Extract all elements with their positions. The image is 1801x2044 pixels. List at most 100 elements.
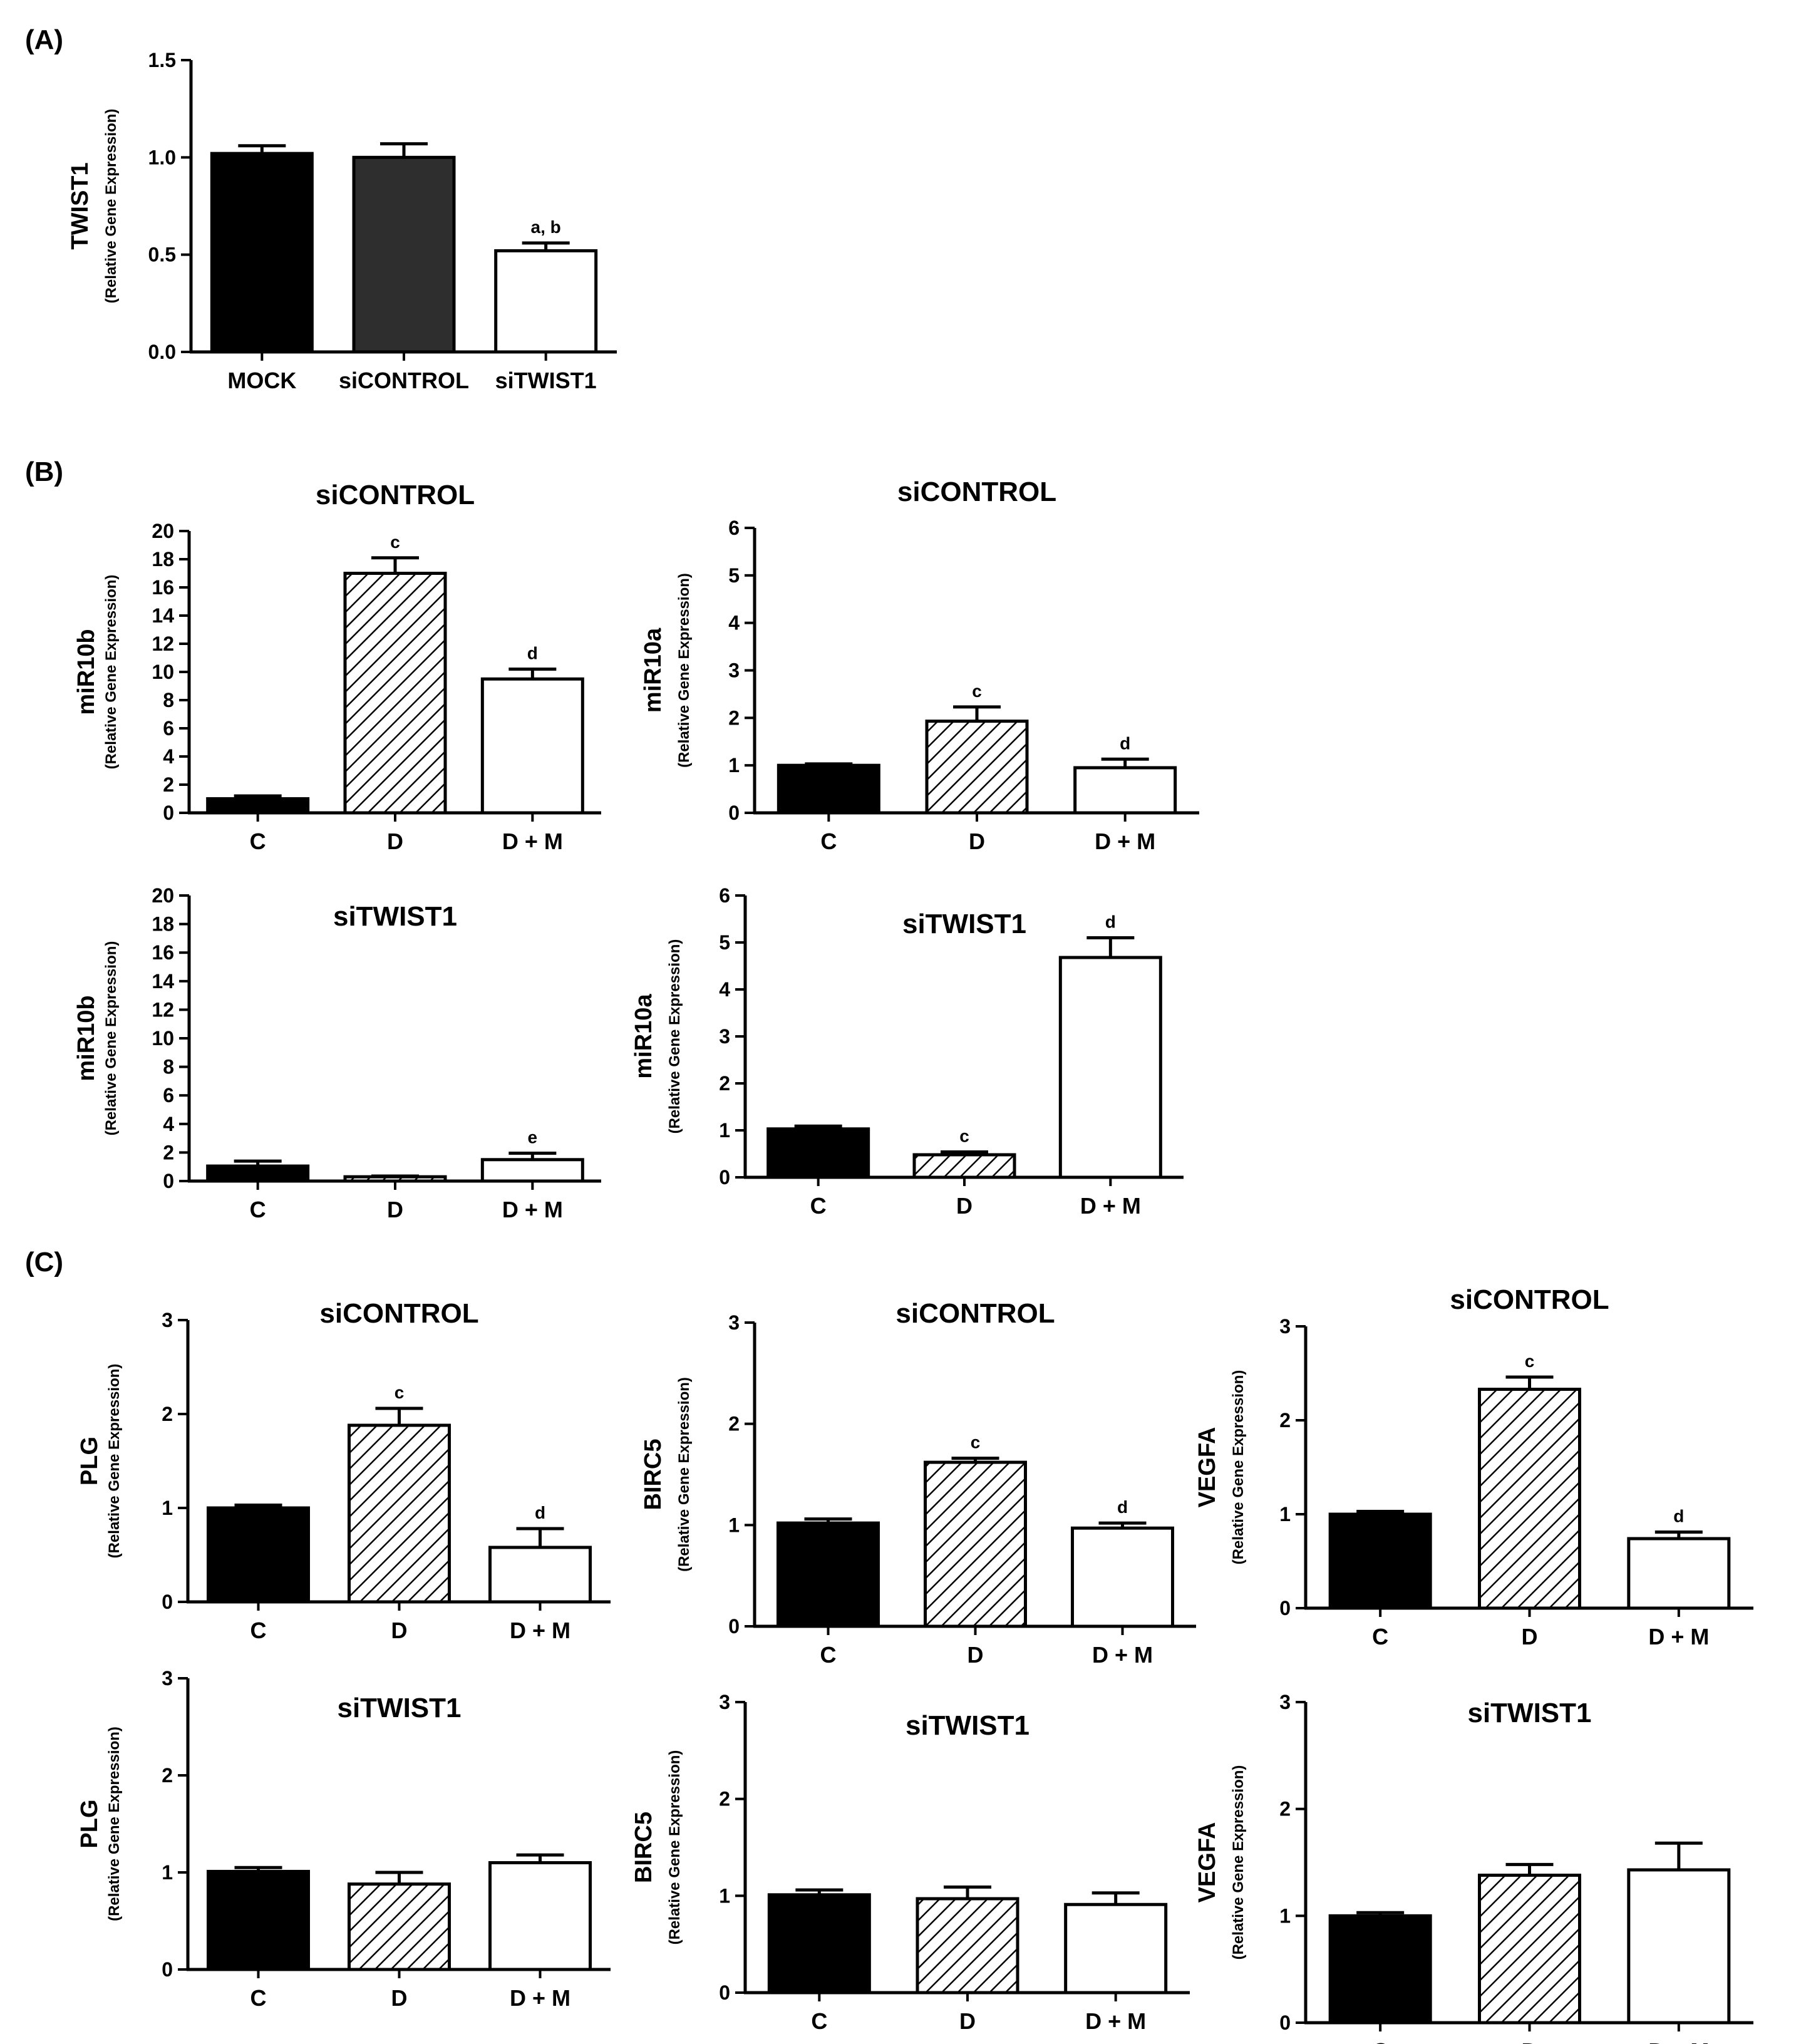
y-tick-label: 6 (163, 717, 174, 740)
chart-title: siTWIST1 (902, 909, 1026, 939)
significance-label: c (390, 532, 400, 552)
x-category-label: D + M (510, 1985, 570, 2011)
y-tick-label: 1.5 (148, 49, 176, 71)
x-category-label: C (250, 1985, 267, 2011)
x-category-label: siTWIST1 (495, 368, 597, 393)
chart-title: siCONTROL (895, 1298, 1055, 1329)
x-category-label: D + M (1648, 1624, 1709, 1649)
y-tick-label: 1 (719, 1884, 730, 1907)
y-tick-label: 0.5 (148, 244, 176, 266)
x-category-label: D (1522, 2038, 1538, 2044)
charts: TWIST1 (Relative Gene Expression) MOCK siCO… (67, 49, 1753, 2044)
chart-b-mir10b-sitwist1: siTWIST1 miR10b (Relative Gene Expression)… (73, 884, 601, 1222)
bar-c (1328, 1512, 1432, 1610)
y-axis-subtitle: (Relative Gene Expression) (1230, 1370, 1247, 1565)
panel-label-c: (C) (25, 1247, 63, 1278)
y-tick-label: 0 (1279, 2011, 1291, 2034)
chart-title: siTWIST1 (337, 1693, 461, 1723)
y-tick-label: 0 (163, 1170, 174, 1192)
x-category-label: D + M (502, 1197, 563, 1222)
y-tick-label: 18 (152, 913, 174, 936)
x-category-label: D (391, 1985, 408, 2011)
x-category-label: C (820, 828, 837, 854)
y-tick-label: 0 (163, 802, 174, 824)
significance-label: c (395, 1383, 405, 1402)
bar-d-m (480, 1158, 584, 1183)
chart-c-vegfa-sitwist1: siTWIST1 VEGFA (Relative Gene Expression) C… (1194, 1691, 1753, 2044)
y-tick-label: 4 (728, 612, 740, 634)
y-tick-label: 1.0 (148, 146, 176, 168)
significance-label: d (1673, 1507, 1684, 1526)
y-tick-label: 0 (719, 1981, 730, 2004)
y-tick-label: 5 (719, 931, 730, 954)
bar-sitwist1 (494, 249, 598, 354)
bar-c (206, 1164, 310, 1183)
y-tick-label: 2 (728, 706, 740, 729)
y-axis-title: miR10b (73, 629, 100, 715)
bar-d (1478, 1873, 1581, 2025)
y-axis-title: VEGFA (1194, 1822, 1220, 1903)
y-axis-title: VEGFA (1194, 1427, 1220, 1508)
y-tick-label: 2 (1279, 1798, 1291, 1820)
x-category-label: D (956, 1193, 973, 1219)
bar-c (767, 1893, 871, 1995)
y-axis-subtitle: (Relative Gene Expression) (676, 573, 693, 768)
x-category-label: D + M (510, 1618, 570, 1643)
x-category-label: C (1372, 1624, 1388, 1649)
y-tick-label: 2 (163, 773, 174, 796)
bar-d (1478, 1388, 1581, 1610)
x-category-label: D (387, 828, 403, 854)
chart-title: siCONTROL (1450, 1284, 1609, 1315)
y-tick-label: 4 (163, 745, 174, 768)
y-tick-label: 0 (162, 1958, 173, 1981)
bar-d (924, 1460, 1027, 1628)
y-tick-label: 16 (152, 576, 174, 599)
x-category-label: D + M (502, 828, 563, 854)
chart-title: siCONTROL (319, 1298, 478, 1329)
significance-label: a, b (531, 217, 561, 237)
y-axis-title: BIRC5 (631, 1812, 657, 1883)
bar-d (925, 720, 1029, 815)
y-tick-label: 2 (728, 1413, 740, 1435)
x-category-label: MOCK (227, 368, 296, 393)
y-tick-label: 1 (719, 1119, 730, 1142)
y-tick-label: 1 (728, 754, 740, 777)
x-category-label: C (820, 1642, 837, 1668)
bar-d-m (1627, 1868, 1731, 2025)
y-tick-label: 3 (719, 1025, 730, 1048)
significance-label: d (535, 1503, 545, 1522)
y-tick-label: 10 (152, 661, 174, 683)
chart-title: siCONTROL (897, 477, 1056, 507)
chart-b-mir10b-sicontrol: siCONTROL miR10b (Relative Gene Expression… (73, 480, 601, 854)
y-tick-label: 16 (152, 941, 174, 964)
y-tick-label: 20 (152, 884, 174, 907)
chart-title: siTWIST1 (906, 1710, 1030, 1741)
significance-label: e (528, 1128, 538, 1147)
y-axis-subtitle: (Relative Gene Expression) (103, 575, 120, 770)
y-tick-label: 8 (163, 689, 174, 711)
x-category-label: D (1522, 1624, 1538, 1649)
x-category-label: C (250, 828, 266, 854)
x-category-label: C (250, 1618, 267, 1643)
y-axis-title: PLG (76, 1437, 103, 1485)
x-category-label: C (810, 1193, 827, 1219)
y-tick-label: 6 (719, 884, 730, 907)
bar-c (206, 797, 310, 815)
x-category-label: D (391, 1618, 408, 1643)
y-tick-label: 3 (162, 1667, 173, 1690)
y-tick-label: 5 (728, 564, 740, 587)
y-tick-label: 3 (728, 1311, 740, 1334)
chart-a-twist1: TWIST1 (Relative Gene Expression) MOCK siCO… (67, 49, 617, 393)
y-tick-label: 8 (163, 1056, 174, 1078)
y-tick-label: 6 (728, 517, 740, 539)
bar-d-m (1627, 1537, 1731, 1610)
bar-d (343, 572, 447, 815)
significance-label: d (1117, 1497, 1128, 1517)
x-category-label: D (387, 1197, 403, 1222)
chart-c-plg-sicontrol: siCONTROL PLG (Relative Gene Expression) Cc… (76, 1298, 611, 1643)
chart-b-mir10a-sitwist1: siTWIST1 miR10a (Relative Gene Expression)… (631, 884, 1184, 1219)
y-tick-label: 0 (1279, 1597, 1291, 1619)
x-category-label: D (959, 2008, 976, 2034)
y-tick-label: 2 (162, 1764, 173, 1787)
x-category-label: siCONTROL (339, 368, 469, 393)
